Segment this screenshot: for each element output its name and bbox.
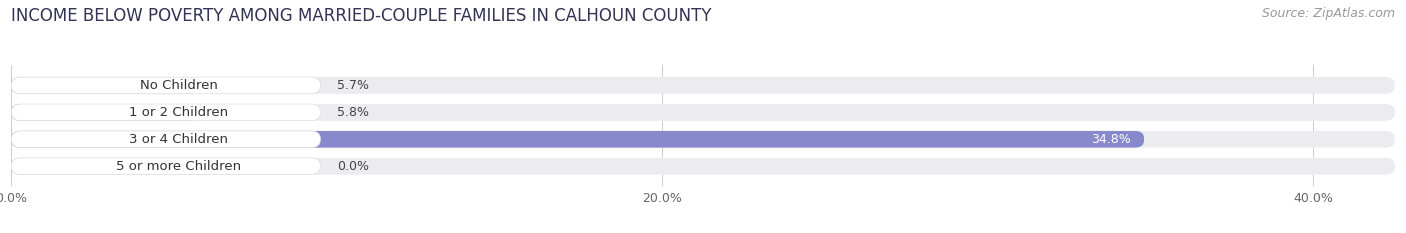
FancyBboxPatch shape	[11, 131, 1395, 148]
FancyBboxPatch shape	[11, 158, 1395, 175]
Text: 5.7%: 5.7%	[337, 79, 368, 92]
Text: Source: ZipAtlas.com: Source: ZipAtlas.com	[1261, 7, 1395, 20]
Text: 34.8%: 34.8%	[1091, 133, 1130, 146]
Text: No Children: No Children	[141, 79, 218, 92]
Text: 5.8%: 5.8%	[337, 106, 368, 119]
FancyBboxPatch shape	[11, 77, 197, 94]
FancyBboxPatch shape	[11, 158, 321, 175]
Text: 1 or 2 Children: 1 or 2 Children	[129, 106, 228, 119]
FancyBboxPatch shape	[11, 131, 1144, 148]
FancyBboxPatch shape	[11, 104, 200, 121]
FancyBboxPatch shape	[11, 77, 1395, 94]
FancyBboxPatch shape	[11, 131, 321, 148]
Text: 0.0%: 0.0%	[337, 160, 368, 173]
Text: 3 or 4 Children: 3 or 4 Children	[129, 133, 228, 146]
FancyBboxPatch shape	[11, 104, 321, 121]
Text: 5 or more Children: 5 or more Children	[117, 160, 242, 173]
Text: INCOME BELOW POVERTY AMONG MARRIED-COUPLE FAMILIES IN CALHOUN COUNTY: INCOME BELOW POVERTY AMONG MARRIED-COUPL…	[11, 7, 711, 25]
FancyBboxPatch shape	[11, 104, 1395, 121]
FancyBboxPatch shape	[11, 77, 321, 94]
